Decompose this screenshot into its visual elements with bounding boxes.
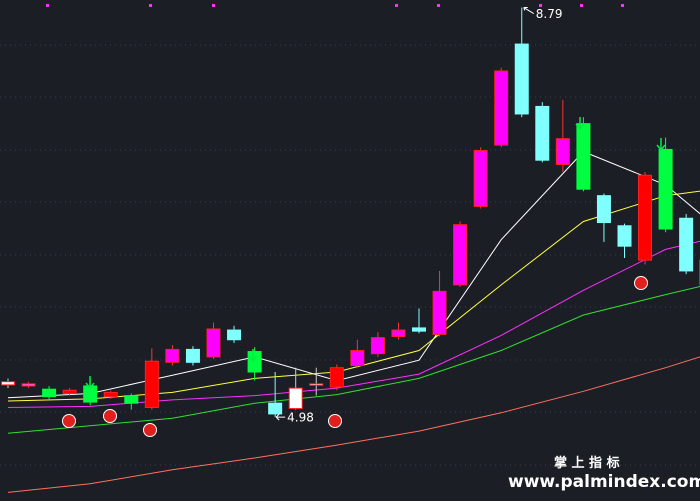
candle-body — [350, 349, 365, 367]
max-arrow — [523, 7, 535, 14]
candle-body — [62, 389, 77, 394]
candle-body — [144, 360, 159, 408]
candle-body — [679, 217, 694, 272]
dot — [539, 4, 542, 7]
candle-body — [638, 174, 653, 261]
candle-body — [658, 148, 673, 230]
watermark-url: www.palmindex.com — [508, 472, 700, 492]
watermark-title: 掌 上 指 标 — [554, 455, 620, 471]
annotations: 8.79 4.98 — [275, 7, 563, 425]
candle-body — [412, 327, 426, 332]
candle-body — [165, 348, 180, 363]
top-dots — [46, 4, 624, 7]
buy-signal — [62, 414, 76, 428]
candle-body — [329, 367, 344, 388]
candle-body — [42, 388, 57, 398]
candle-body — [617, 225, 632, 247]
ma-line — [7, 285, 700, 434]
candle-body — [391, 329, 406, 338]
candle-body — [453, 224, 468, 286]
candle-body — [432, 290, 447, 335]
candle-body — [185, 348, 200, 363]
dot — [395, 4, 398, 7]
candle-body — [103, 391, 118, 398]
buy-signal — [634, 276, 648, 290]
buy-signal — [143, 423, 157, 437]
dot — [149, 4, 152, 7]
candle-body — [535, 105, 550, 161]
sell-signal — [85, 376, 95, 390]
max-label: 8.79 — [536, 7, 563, 21]
candle-body — [309, 383, 324, 386]
candle-body — [596, 195, 611, 224]
min-label: 4.98 — [287, 411, 314, 425]
dot — [621, 4, 624, 7]
candle-body — [1, 381, 15, 386]
grid — [0, 44, 700, 466]
candle-body — [227, 329, 242, 341]
candle-body — [247, 351, 262, 373]
sell-signal — [575, 117, 585, 131]
dot — [437, 4, 440, 7]
dot — [46, 4, 49, 7]
ma-line — [7, 151, 700, 399]
candle-body — [514, 43, 529, 115]
sell-signal — [248, 349, 258, 363]
candle-body — [124, 395, 139, 404]
ma-line — [7, 356, 700, 493]
buy-signal — [103, 409, 117, 423]
candles — [1, 7, 700, 418]
candle-body — [370, 337, 385, 355]
candle-body — [576, 123, 591, 190]
min-arrow — [275, 413, 286, 421]
signals — [62, 117, 666, 437]
buy-signal — [328, 414, 342, 428]
candle-body — [555, 138, 570, 165]
candle-body — [21, 383, 36, 387]
sell-signal — [656, 138, 666, 152]
dot — [212, 4, 215, 7]
dot — [580, 4, 583, 7]
candle-body — [494, 70, 509, 146]
candle-body — [206, 328, 221, 358]
candle-body — [288, 387, 303, 410]
candle-body — [268, 402, 283, 415]
candle-body — [473, 150, 488, 207]
